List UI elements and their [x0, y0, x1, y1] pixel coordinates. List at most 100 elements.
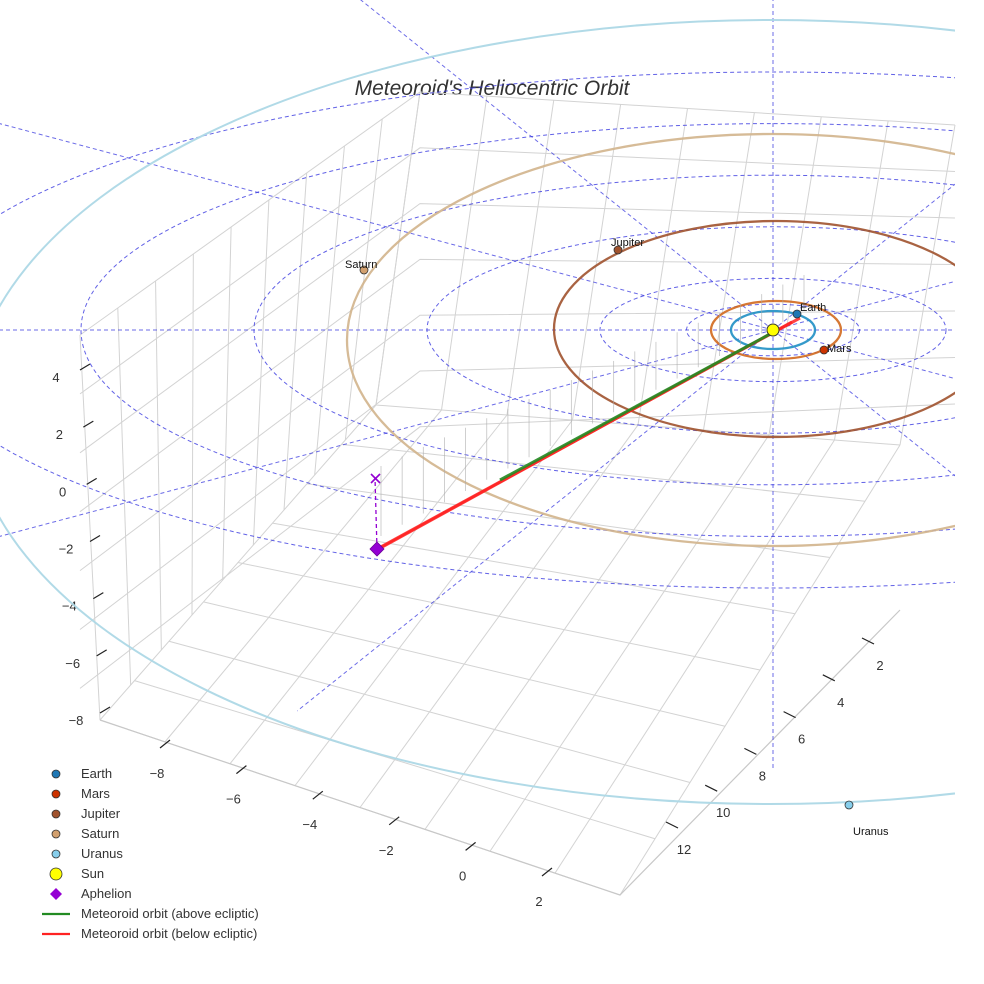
uranus-orbit — [0, 19, 955, 805]
back-grid-line — [222, 226, 232, 581]
y-axis-tick-label: 12 — [677, 842, 691, 857]
z-axis-tick-mark — [89, 534, 101, 543]
x-axis-tick-label: −6 — [226, 792, 241, 807]
back-grid-line — [283, 172, 308, 511]
back-grid-line — [344, 118, 383, 441]
x-axis-tick-mark — [312, 790, 324, 800]
legend: Earth Mars Jupiter Saturn Uranus Sun Aphelion M… — [40, 764, 340, 944]
x-axis-tick-mark — [388, 816, 400, 826]
axis-panes — [79, 91, 956, 896]
back-grid-line — [117, 307, 132, 686]
z-axis-tick-label: 4 — [52, 370, 59, 385]
y-axis-tick-mark — [861, 637, 875, 645]
y-axis-tick-mark — [783, 711, 796, 719]
legend-symbol — [51, 789, 61, 799]
horizontal-grid-line — [79, 357, 956, 630]
x-axis-tick-mark — [465, 841, 476, 851]
back-grid-line — [314, 145, 345, 476]
horizontal-grid-line — [79, 91, 956, 336]
legend-symbol — [51, 769, 61, 779]
z-axis-tick-label: −8 — [69, 713, 84, 728]
back-grid-line — [79, 334, 101, 721]
ecliptic-grid-spoke — [296, 329, 774, 712]
y-axis-tick-label: 6 — [798, 732, 805, 747]
ecliptic-grid-spoke — [772, 183, 955, 331]
floor-edge — [99, 609, 901, 896]
meteoroid-orbit-above-segment — [499, 332, 771, 482]
aphelion-marker — [369, 541, 385, 557]
earth-label: Earth — [800, 302, 826, 314]
legend-label: Sun — [81, 866, 105, 881]
uranus-label: Uranus — [853, 826, 889, 838]
legend-item: Jupiter — [40, 804, 340, 824]
floor-grid-line — [619, 444, 901, 896]
legend-item: Earth — [40, 764, 340, 784]
legend-item: Meteoroid orbit (below ecliptic) — [40, 924, 340, 944]
jupiter-label: Jupiter — [611, 237, 644, 249]
legend-label: Meteoroid orbit (above ecliptic) — [81, 906, 259, 921]
back-grid-line — [252, 199, 270, 546]
mars-label: Mars — [827, 343, 852, 355]
ecliptic-grid-spoke — [772, 329, 955, 477]
z-axis-tick-mark — [96, 649, 107, 657]
legend-label: Uranus — [81, 846, 123, 861]
legend-symbol — [50, 888, 62, 900]
side-grid-line — [375, 91, 421, 406]
ecliptic-grid-spoke — [0, 329, 774, 537]
jupiter-orbit — [552, 219, 955, 439]
aphelion-ecliptic-marker — [370, 473, 381, 484]
ecliptic-grid-ring — [0, 71, 955, 589]
axis-ticks: −8 −6 −4 −2 0 2 2 4 6 8 10 12 4 2 0 −2 −4 −6 −8 — [52, 363, 884, 909]
x-axis-tick-label: 2 — [535, 894, 542, 909]
legend-label: Mars — [81, 786, 110, 801]
ecliptic-grid-spoke — [772, 329, 955, 380]
side-grid-line — [834, 120, 889, 441]
legend-item: Uranus — [40, 844, 340, 864]
floor-grid-line — [359, 424, 639, 808]
y-axis-tick-label: 4 — [837, 695, 844, 710]
z-axis-tick-label: 0 — [59, 484, 66, 499]
z-axis-tick-label: −6 — [65, 656, 80, 671]
legend-label: Jupiter — [81, 806, 121, 821]
earth-orbit — [729, 309, 817, 351]
ecliptic-grid-spoke — [0, 123, 774, 331]
x-axis-tick-label: −2 — [379, 843, 394, 858]
horizontal-grid-line — [79, 310, 956, 571]
x-axis-tick-mark — [236, 765, 247, 775]
saturn-orbit — [345, 132, 955, 548]
mars-marker — [819, 345, 829, 355]
horizontal-grid-line — [79, 403, 956, 689]
x-axis-tick-mark — [159, 739, 171, 749]
ecliptic-grid-spoke — [772, 280, 955, 331]
z-axis-tick-label: −2 — [59, 542, 74, 557]
floor-grid-line — [489, 434, 770, 852]
z-axis-tick-mark — [86, 477, 97, 485]
z-axis-tick-mark — [93, 592, 104, 600]
ecliptic-grid-spoke — [360, 0, 774, 331]
legend-item: Saturn — [40, 824, 340, 844]
scene: Earth Mars Jupiter Saturn Uranus — [0, 0, 955, 838]
z-axis-tick-mark — [83, 420, 94, 428]
x-axis-tick-label: −4 — [302, 817, 317, 832]
side-grid-line — [703, 112, 755, 431]
earth-marker — [792, 309, 802, 319]
floor-grid-line — [99, 404, 377, 721]
legend-symbol — [42, 932, 70, 936]
legend-label: Saturn — [81, 826, 120, 841]
mars-orbit — [709, 299, 843, 361]
back-grid-line — [191, 253, 194, 616]
horizontal-grid-line — [79, 203, 956, 454]
y-axis-tick-mark — [822, 674, 836, 682]
floor-grid-line — [229, 414, 508, 765]
sun-marker — [766, 323, 780, 337]
y-axis-tick-mark — [665, 821, 679, 829]
horizontal-grid-line — [79, 147, 956, 395]
side-grid-line — [637, 108, 688, 426]
legend-symbol — [51, 829, 61, 839]
legend-symbol — [49, 867, 63, 881]
legend-item: Meteoroid orbit (above ecliptic) — [40, 904, 340, 924]
z-axis-tick-mark — [79, 363, 91, 371]
legend-label: Meteoroid orbit (below ecliptic) — [81, 926, 258, 941]
legend-symbol — [42, 912, 70, 916]
